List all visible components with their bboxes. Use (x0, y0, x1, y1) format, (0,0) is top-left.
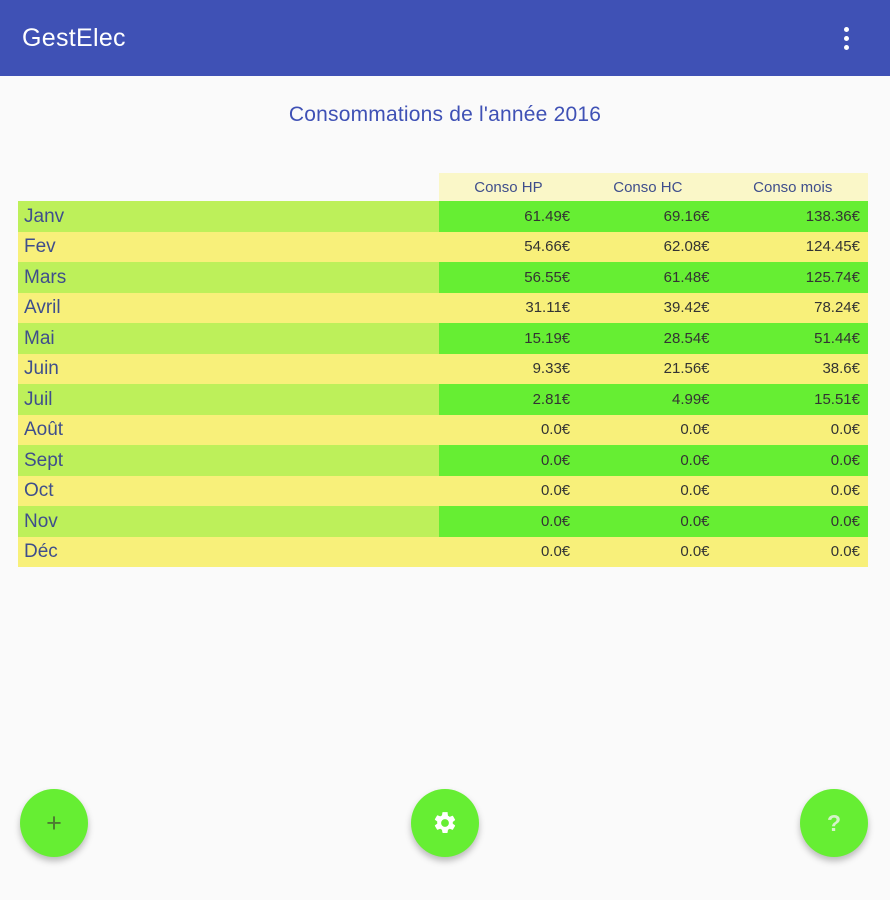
conso-mois-cell: 51.44€ (717, 323, 868, 354)
conso-mois-cell: 0.0€ (717, 536, 868, 567)
table-row[interactable]: Sept 0.0€ 0.0€ 0.0€ (18, 445, 868, 476)
conso-hc-cell: 61.48€ (578, 262, 718, 293)
page-title: Consommations de l'année 2016 (288, 103, 602, 126)
month-cell: Janv (18, 201, 439, 232)
add-button[interactable]: + (20, 789, 88, 857)
month-cell: Juin (18, 353, 439, 384)
month-cell: Mars (18, 262, 439, 293)
conso-hc-cell: 0.0€ (578, 506, 718, 537)
conso-hc-cell: 0.0€ (578, 445, 718, 476)
conso-hp-cell: 31.11€ (438, 292, 579, 323)
conso-mois-cell: 124.45€ (717, 231, 868, 262)
gear-icon (432, 810, 458, 836)
month-cell: Fev (18, 231, 439, 262)
table-row[interactable]: Janv 61.49€ 69.16€ 138.36€ (18, 201, 868, 232)
table-header: Conso HP Conso HC Conso mois (18, 173, 868, 201)
conso-hc-cell: 62.08€ (578, 231, 718, 262)
app-bar: GestElec (0, 0, 890, 76)
consumption-table-container: Conso HP Conso HC Conso mois Janv 61.49€ 6… (18, 173, 868, 567)
help-button[interactable]: ? (800, 789, 868, 857)
table-row[interactable]: Août 0.0€ 0.0€ 0.0€ (18, 414, 868, 445)
table-row[interactable]: Fev 54.66€ 62.08€ 124.45€ (18, 231, 868, 262)
column-header-conso-mois: Conso mois (717, 173, 868, 201)
conso-mois-cell: 0.0€ (717, 414, 868, 445)
table-row[interactable]: Mars 56.55€ 61.48€ 125.74€ (18, 262, 868, 293)
main-content: Consommations de l'année 2016 Conso HP C… (0, 76, 890, 900)
conso-mois-cell: 0.0€ (717, 445, 868, 476)
conso-hc-cell: 0.0€ (578, 536, 718, 567)
more-vert-icon[interactable] (824, 16, 868, 60)
table-row[interactable]: Mai 15.19€ 28.54€ 51.44€ (18, 323, 868, 354)
column-header-conso-hc: Conso HC (578, 173, 718, 201)
conso-hc-cell: 28.54€ (578, 323, 718, 354)
conso-mois-cell: 78.24€ (717, 292, 868, 323)
conso-hp-cell: 0.0€ (438, 536, 579, 567)
app-title: GestElec (22, 23, 126, 52)
plus-icon: + (46, 807, 62, 838)
conso-mois-cell: 0.0€ (717, 506, 868, 537)
month-cell: Nov (18, 506, 439, 537)
month-cell: Déc (18, 536, 439, 567)
conso-hc-cell: 69.16€ (578, 201, 718, 232)
conso-hp-cell: 2.81€ (438, 384, 579, 415)
conso-mois-cell: 0.0€ (717, 475, 868, 506)
more-vert-dot (843, 26, 849, 32)
conso-hp-cell: 15.19€ (438, 323, 579, 354)
conso-hp-cell: 0.0€ (438, 475, 579, 506)
conso-hp-cell: 56.55€ (438, 262, 579, 293)
conso-mois-cell: 15.51€ (717, 384, 868, 415)
conso-hc-cell: 39.42€ (578, 292, 718, 323)
conso-hp-cell: 61.49€ (438, 201, 579, 232)
conso-hp-cell: 0.0€ (438, 414, 579, 445)
month-cell: Août (18, 414, 439, 445)
table-row[interactable]: Nov 0.0€ 0.0€ 0.0€ (18, 506, 868, 537)
conso-hc-cell: 0.0€ (578, 475, 718, 506)
conso-hc-cell: 4.99€ (578, 384, 718, 415)
conso-mois-cell: 138.36€ (717, 201, 868, 232)
month-cell: Juil (18, 384, 439, 415)
table-row[interactable]: Juin 9.33€ 21.56€ 38.6€ (18, 353, 868, 384)
conso-hp-cell: 9.33€ (438, 353, 579, 384)
table-row[interactable]: Déc 0.0€ 0.0€ 0.0€ (18, 536, 868, 567)
month-cell: Oct (18, 475, 439, 506)
table-header-row: Conso HP Conso HC Conso mois (18, 173, 868, 201)
conso-hc-cell: 0.0€ (578, 414, 718, 445)
question-icon: ? (826, 809, 842, 836)
conso-hc-cell: 21.56€ (578, 353, 718, 384)
column-header-conso-hp: Conso HP (438, 173, 579, 201)
conso-mois-cell: 38.6€ (717, 353, 868, 384)
table-row[interactable]: Oct 0.0€ 0.0€ 0.0€ (18, 475, 868, 506)
month-cell: Sept (18, 445, 439, 476)
table-row[interactable]: Juil 2.81€ 4.99€ 15.51€ (18, 384, 868, 415)
table-body: Janv 61.49€ 69.16€ 138.36€ Fev 54.66€ 62.08€ 12… (18, 201, 868, 567)
month-cell: Avril (18, 292, 439, 323)
conso-hp-cell: 0.0€ (438, 445, 579, 476)
more-vert-dot (843, 44, 849, 50)
month-cell: Mai (18, 323, 439, 354)
table-row[interactable]: Avril 31.11€ 39.42€ 78.24€ (18, 292, 868, 323)
settings-button[interactable] (411, 789, 479, 857)
conso-hp-cell: 54.66€ (438, 231, 579, 262)
consumption-table: Conso HP Conso HC Conso mois Janv 61.49€ 6… (18, 173, 868, 567)
column-header-month (18, 173, 439, 201)
conso-hp-cell: 0.0€ (438, 506, 579, 537)
conso-mois-cell: 125.74€ (717, 262, 868, 293)
more-vert-dot (843, 35, 849, 41)
